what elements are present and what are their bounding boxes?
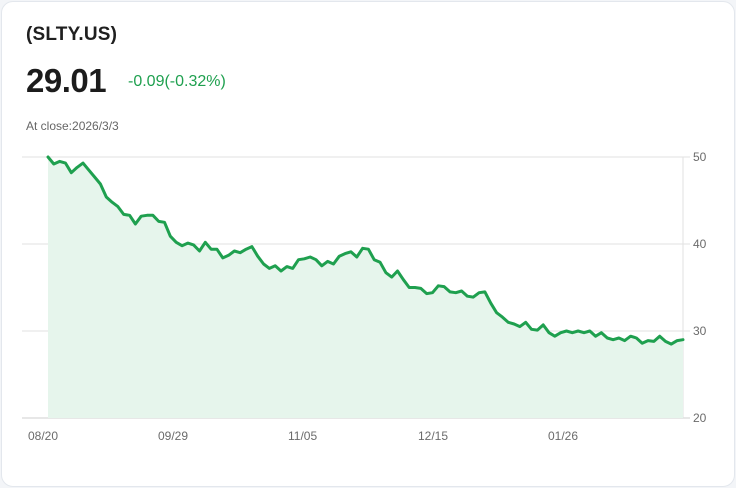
y-tick-label: 20 (693, 411, 707, 425)
ticker-symbol: (SLTY.US) (26, 24, 118, 45)
price-change: -0.09(-0.32%) (128, 73, 226, 90)
x-axis: 08/20 09/29 11/05 12/15 01/26 (28, 429, 578, 443)
x-tick-label: 08/20 (28, 429, 58, 443)
x-tick-label: 11/05 (288, 429, 317, 443)
y-tick-label: 40 (693, 237, 707, 251)
x-tick-label: 12/15 (418, 429, 448, 443)
y-axis: 50 40 30 20 (693, 150, 707, 425)
price-area-fill (48, 157, 683, 418)
x-tick-label: 09/29 (158, 429, 188, 443)
price-line (46, 155, 685, 346)
y-tick-label: 50 (693, 150, 707, 164)
current-price: 29.01 (26, 62, 107, 99)
y-tick-label: 30 (693, 324, 707, 338)
x-tick-label: 01/26 (548, 429, 578, 443)
close-date-label: At close:2026/3/3 (26, 119, 119, 133)
